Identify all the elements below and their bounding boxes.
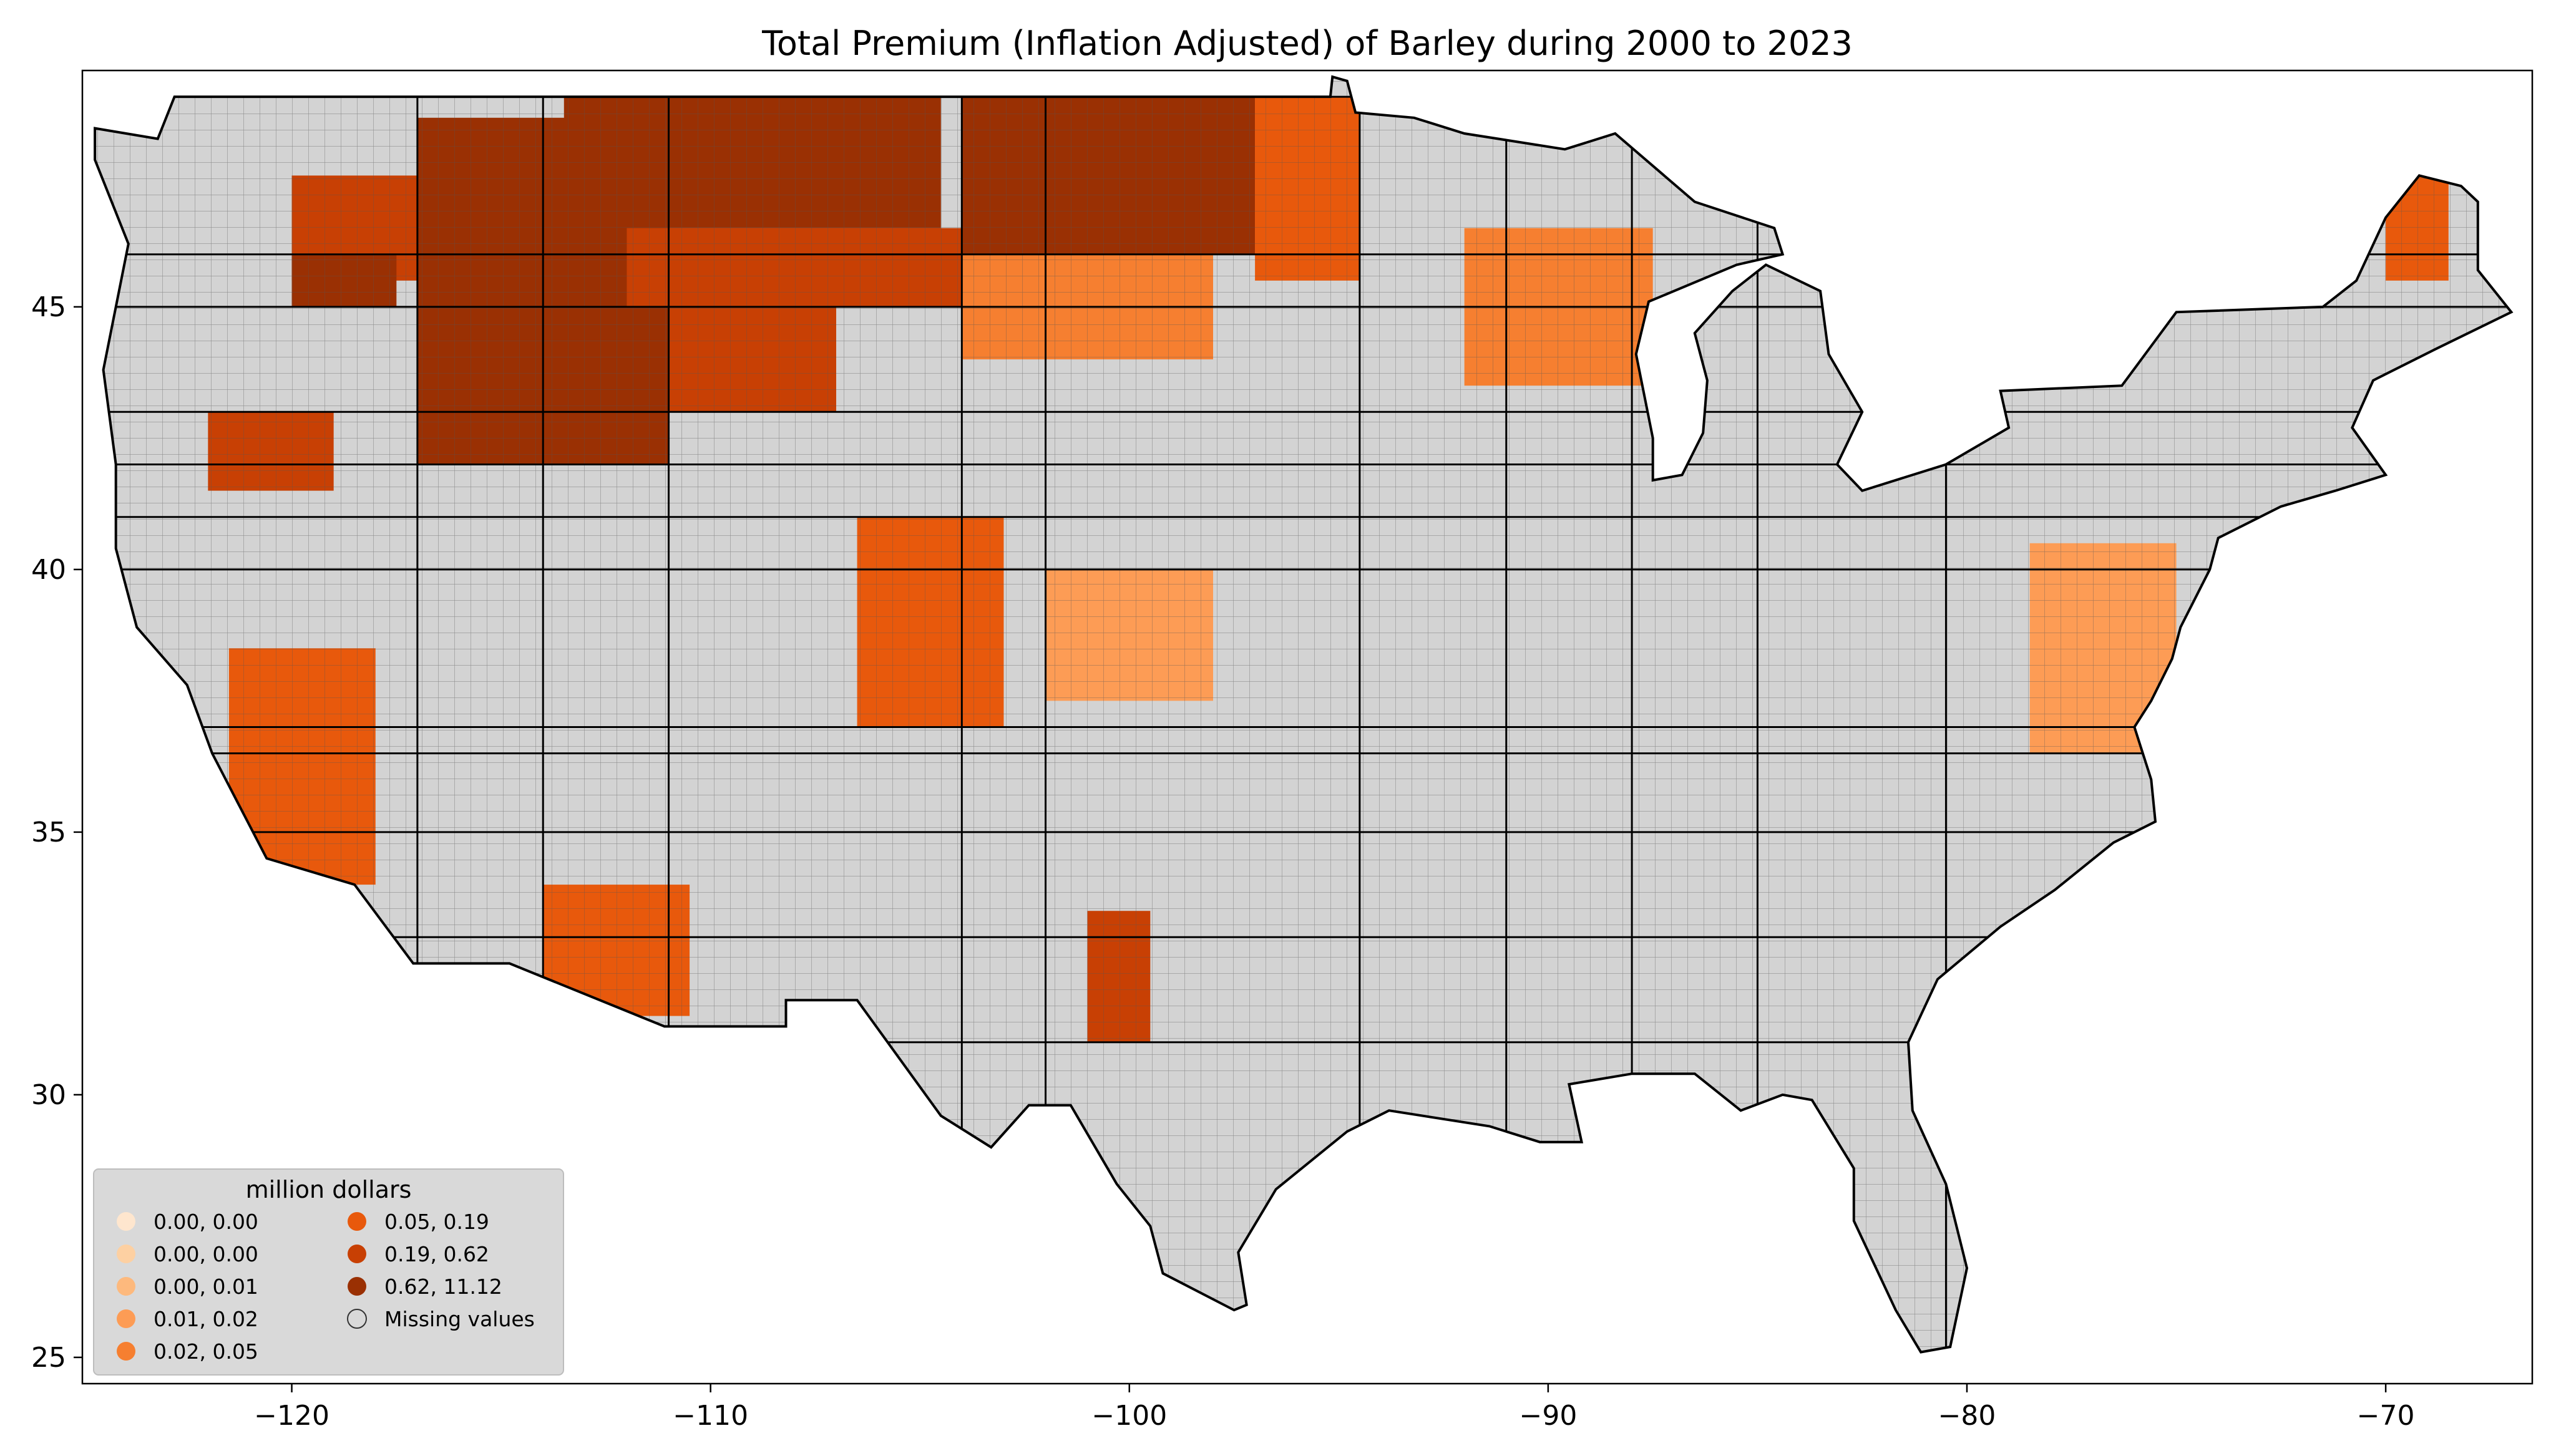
legend-label: 0.00, 0.01 — [154, 1274, 258, 1299]
legend-marker — [117, 1212, 135, 1231]
legend-label: 0.19, 0.62 — [384, 1242, 489, 1266]
legend-marker — [348, 1212, 366, 1231]
y-tick-label: 25 — [31, 1342, 66, 1374]
legend: million dollars 0.00, 0.00 0.00, 0.00 0.00,… — [93, 1168, 564, 1376]
y-tick-label: 45 — [31, 291, 66, 323]
y-tick-label: 40 — [31, 554, 66, 586]
y-tick-label: 30 — [31, 1079, 66, 1111]
legend-marker — [117, 1342, 135, 1361]
x-tick-label: −70 — [2357, 1400, 2415, 1432]
legend-label: Missing values — [384, 1307, 535, 1331]
x-tick-label: −110 — [673, 1400, 748, 1432]
legend-marker — [348, 1277, 366, 1296]
chart-title: Total Premium (Inflation Adjusted) of Ba… — [761, 24, 1853, 63]
legend-label: 0.00, 0.00 — [154, 1210, 258, 1234]
legend-marker — [348, 1245, 366, 1263]
x-tick-label: −100 — [1091, 1400, 1167, 1432]
x-tick-label: −80 — [1938, 1400, 1996, 1432]
legend-marker — [117, 1277, 135, 1296]
legend-marker — [117, 1245, 135, 1263]
legend-label: 0.62, 11.12 — [384, 1274, 502, 1299]
legend-box — [93, 1168, 564, 1376]
plot-frame — [81, 69, 2534, 1385]
country-outline — [94, 75, 2514, 1354]
legend-marker — [117, 1309, 135, 1328]
x-tick-label: −120 — [254, 1400, 329, 1432]
legend-label: 0.01, 0.02 — [154, 1307, 258, 1331]
x-tick-label: −90 — [1519, 1400, 1577, 1432]
y-tick-label: 35 — [31, 817, 66, 848]
legend-label: 0.05, 0.19 — [384, 1210, 489, 1234]
legend-label: 0.00, 0.00 — [154, 1242, 258, 1266]
legend-title: million dollars — [246, 1176, 412, 1203]
legend-missing-marker — [347, 1309, 367, 1329]
legend-label: 0.02, 0.05 — [154, 1339, 258, 1364]
axes: −120 −110 −100 −90 −80 −70 25 30 35 40 45 — [31, 69, 2534, 1432]
